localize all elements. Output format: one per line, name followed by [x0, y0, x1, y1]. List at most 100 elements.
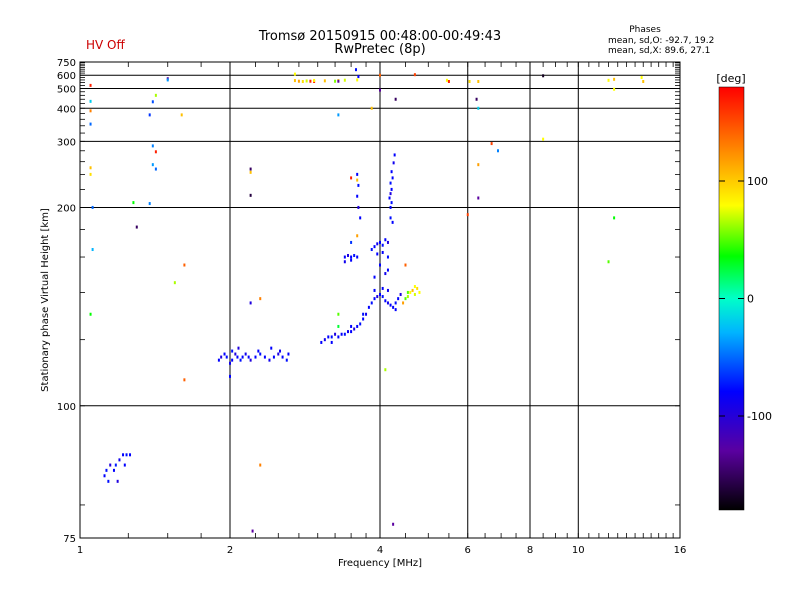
- data-point: [357, 75, 360, 79]
- data-point: [370, 248, 373, 252]
- data-point: [413, 73, 416, 77]
- data-point: [447, 79, 450, 83]
- data-point: [356, 194, 359, 198]
- chart-title: Tromsø 20150915 00:48:00-00:49:43: [258, 29, 501, 44]
- data-point: [337, 79, 340, 83]
- data-point: [379, 240, 381, 244]
- data-point: [313, 78, 316, 82]
- data-point: [236, 355, 239, 359]
- data-point: [109, 463, 112, 467]
- data-point: [293, 79, 296, 83]
- data-point: [389, 303, 392, 307]
- data-point: [413, 285, 416, 289]
- data-point: [259, 297, 262, 301]
- data-point: [381, 243, 384, 247]
- data-point: [91, 248, 94, 252]
- data-point: [356, 172, 359, 176]
- data-point: [343, 78, 346, 82]
- data-point: [381, 295, 384, 299]
- x-tick-label: 1: [77, 545, 83, 556]
- data-point: [394, 97, 397, 101]
- chart-subtitle: RwPretec (8p): [334, 42, 425, 57]
- data-point: [356, 324, 359, 328]
- data-point: [125, 453, 128, 457]
- data-point: [381, 286, 384, 290]
- y-tick-label: 100: [57, 402, 76, 413]
- data-point: [263, 355, 266, 359]
- data-point: [353, 253, 356, 257]
- data-point: [386, 240, 389, 244]
- data-point: [89, 172, 92, 176]
- data-point: [346, 330, 349, 334]
- data-point: [350, 330, 353, 334]
- data-point: [379, 292, 381, 296]
- data-point: [154, 93, 157, 97]
- data-point: [323, 79, 326, 83]
- data-point: [356, 78, 359, 82]
- data-point: [251, 529, 254, 533]
- data-point: [114, 463, 117, 467]
- data-point: [234, 352, 237, 356]
- data-point: [386, 301, 389, 305]
- data-point: [225, 355, 228, 359]
- data-point: [384, 238, 387, 242]
- colorbar-tick-label: 0: [747, 293, 754, 306]
- data-point: [154, 150, 157, 154]
- x-tick-label: 8: [527, 545, 533, 556]
- data-point: [330, 335, 333, 339]
- data-point: [353, 327, 356, 331]
- data-point: [118, 458, 121, 462]
- hv-status: HV Off: [86, 38, 125, 52]
- data-point: [334, 79, 337, 83]
- data-point: [309, 79, 312, 83]
- data-point: [384, 299, 387, 303]
- data-point: [354, 68, 357, 72]
- data-point: [116, 479, 119, 483]
- data-point: [334, 332, 337, 336]
- data-point: [388, 196, 391, 200]
- data-point: [613, 77, 616, 81]
- data-point: [249, 301, 252, 305]
- data-point: [389, 192, 392, 196]
- data-point: [330, 340, 333, 344]
- data-point: [89, 109, 92, 113]
- minor-ticks: [80, 62, 680, 538]
- data-point: [297, 79, 300, 83]
- data-point: [392, 305, 395, 309]
- x-tick-label: 4: [377, 545, 383, 556]
- data-point: [89, 99, 92, 103]
- data-point: [257, 349, 260, 353]
- data-point: [390, 187, 393, 191]
- phase-stats-x: mean, sd,X: 89.6, 27.1: [608, 46, 710, 56]
- data-point: [392, 161, 395, 165]
- data-point: [468, 79, 471, 83]
- data-point: [249, 358, 252, 362]
- data-point: [350, 240, 353, 244]
- x-axis-label: Frequency [MHz]: [338, 558, 422, 569]
- colorbar-tick-label: 100: [747, 175, 768, 188]
- y-tick-label: 75: [63, 534, 76, 545]
- data-point: [477, 106, 480, 110]
- data-point: [367, 305, 370, 309]
- data-point: [105, 468, 108, 472]
- data-point: [386, 288, 389, 292]
- data-point: [402, 301, 405, 305]
- data-point: [217, 358, 220, 362]
- data-point: [379, 73, 381, 77]
- y-tick-label: 600: [57, 71, 76, 82]
- data-point: [285, 358, 288, 362]
- data-point: [132, 201, 135, 205]
- data-point: [166, 78, 169, 82]
- y-tick-label: 500: [57, 84, 76, 95]
- data-point: [357, 183, 360, 187]
- data-point: [384, 368, 387, 372]
- data-point: [107, 479, 110, 483]
- data-point: [229, 374, 231, 378]
- data-point: [305, 79, 308, 83]
- phase-title: Phases: [629, 25, 661, 35]
- y-tick-labels: 75 100 200 300 400 500 600 750: [57, 58, 76, 545]
- y-tick-label: 750: [57, 58, 76, 69]
- x-tick-label: 16: [674, 545, 687, 556]
- data-point: [129, 453, 132, 457]
- data-point: [445, 78, 448, 82]
